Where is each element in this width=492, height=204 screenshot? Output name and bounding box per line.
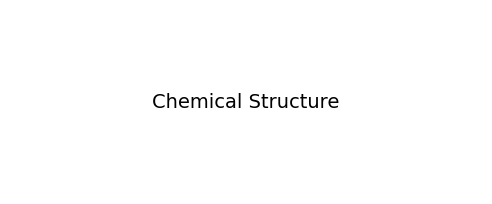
Text: Chemical Structure: Chemical Structure [153,92,339,112]
